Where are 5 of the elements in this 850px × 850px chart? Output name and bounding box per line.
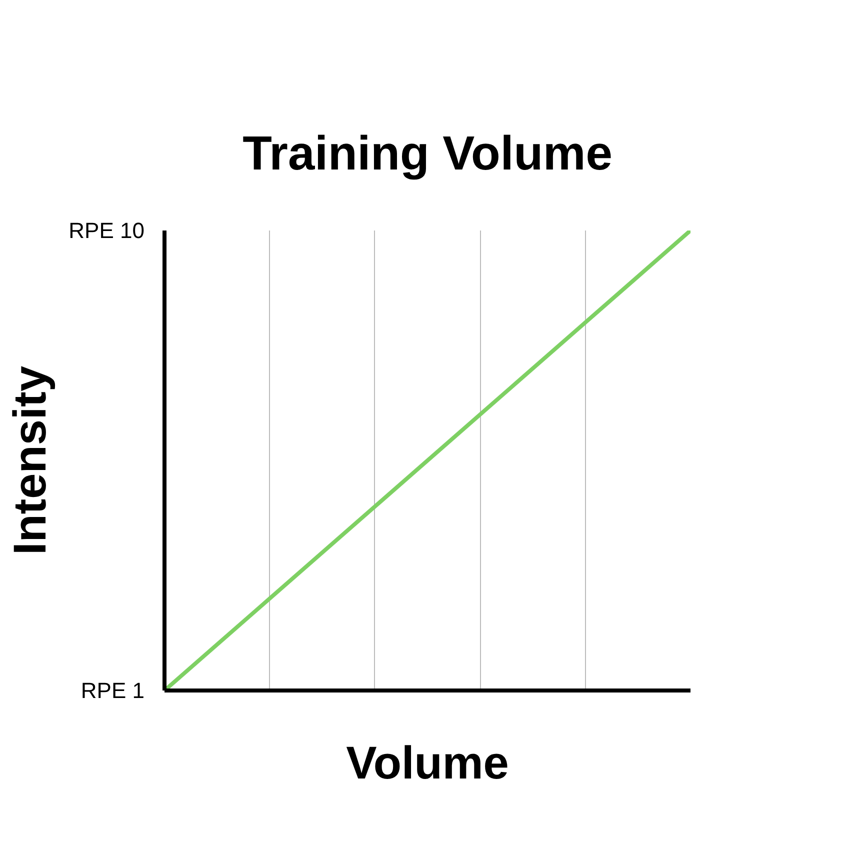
text: RPE 1	[80, 678, 145, 703]
y-axis-title: Intensity	[4, 366, 56, 556]
chart-title: Training Volume	[242, 128, 612, 180]
x-axis-title: Volume	[346, 736, 509, 788]
text: RPE 10	[68, 218, 145, 243]
